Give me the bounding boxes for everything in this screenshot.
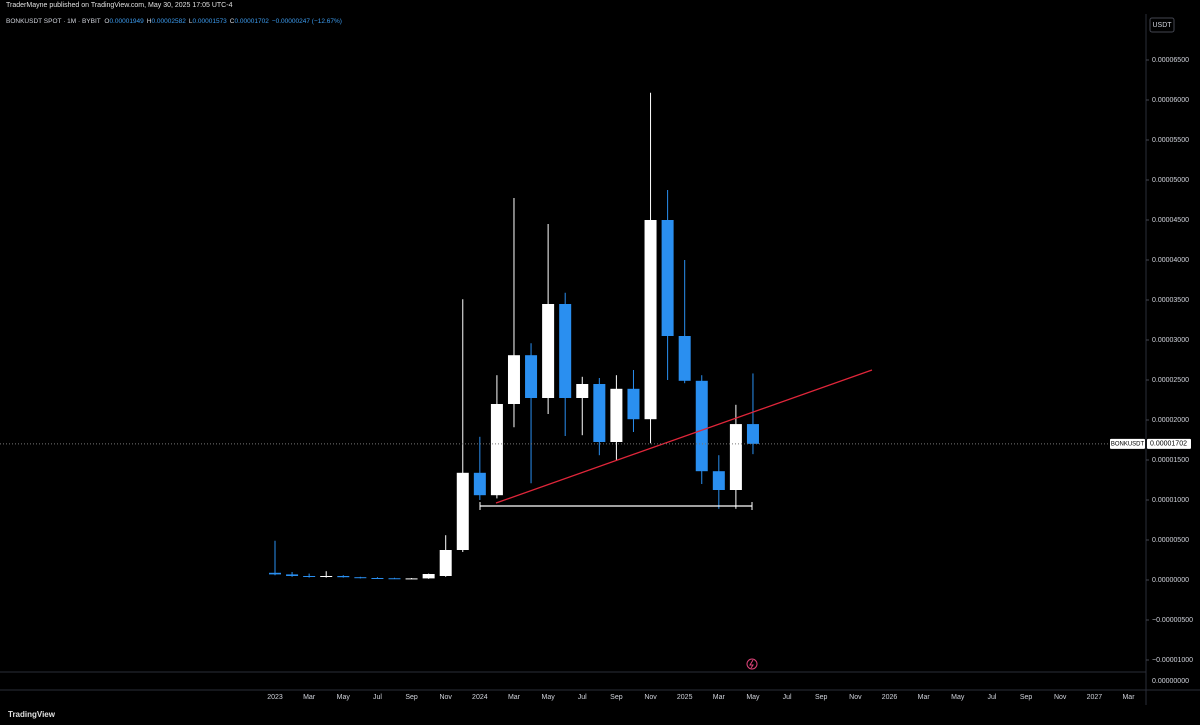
currency: USDT [1152,22,1172,29]
candle-body [269,572,281,575]
x-tick-label: Sep [405,694,418,701]
candle-body [627,388,640,420]
x-tick-label: 2027 [1087,694,1103,701]
candle-body [644,220,657,420]
ohlc: O0.00001949 H0.00002582 L0.00001573 C0.0000… [104,18,271,25]
ohlc-value: 0.00001573 [192,18,227,25]
x-tick-label: Nov [1054,694,1067,701]
y-tick-label: 0.00002000 [1152,417,1189,424]
y-tick-label: 0.00005500 [1152,137,1189,144]
x-tick-label: May [746,694,760,701]
footer-logo: TradingView [8,710,55,719]
candle-body [678,336,691,381]
candle-body [456,472,469,550]
ohlc-key: O [104,18,110,25]
ohlc-key: C [229,18,235,25]
candle-body [576,384,589,398]
volume-axis-label: 0.00000000 [1152,678,1189,685]
x-tick-label: Mar [1122,694,1135,701]
y-tick-label: 0.00004500 [1152,217,1189,224]
ohlc-value: 0.00001702 [234,18,269,25]
x-tick-label: Nov [439,694,452,701]
x-tick-label: Jul [578,694,587,701]
y-tick-label: 0.00001500 [1152,457,1189,464]
ohlc-key: H [146,18,152,25]
y-tick-label: 0.00003000 [1152,337,1189,344]
candle-body [405,578,418,580]
candle-body [661,220,674,336]
candle-body [286,574,299,576]
x-tick-label: Nov [644,694,657,701]
event-icon[interactable] [746,658,758,670]
x-tick-label: Mar [303,694,316,701]
x-tick-label: 2024 [472,694,488,701]
x-tick-label: Mar [713,694,726,701]
x-tick-label: Jul [987,694,996,701]
y-tick-label: 0.00000000 [1152,577,1189,584]
y-tick-label: 0.00003500 [1152,297,1189,304]
y-tick-label: 0.00006000 [1152,97,1189,104]
x-tick-label: Mar [918,694,931,701]
candle-body [303,576,316,577]
candle-body [729,424,742,490]
candle-body [746,424,759,444]
candle-body [337,576,350,578]
candle-body [320,576,333,577]
candle-body [507,355,520,404]
candle-body [354,577,367,579]
candle-body [525,355,538,398]
last-price-label: 0.00001702 [1150,441,1187,448]
ohlc-value: 0.00001949 [109,18,144,25]
x-tick-label: May [337,694,351,701]
candle-body [593,384,606,442]
candle-body [610,388,623,442]
last-price-box [1147,438,1191,449]
change: −0.00000247 (−12.67%) [271,18,342,25]
ohlc-key: L [188,18,193,25]
symbol: BONKUSDT SPOT · 1M · BYBIT [6,18,101,25]
candle-body [439,550,452,576]
y-tick-label: 0.00005000 [1152,177,1189,184]
ohlc-value: 0.00002582 [151,18,186,25]
x-tick-label: Jul [783,694,792,701]
candle-body [388,578,401,580]
y-tick-label: 0.00006500 [1152,57,1189,64]
x-tick-label: Mar [508,694,521,701]
legend: BONKUSDT SPOT · 1M · BYBIT O0.00001949 H0… [6,18,345,25]
trend-line [495,369,873,504]
symbol-box [1110,438,1145,449]
published-note: TraderMayne published on TradingView.com… [6,2,233,9]
x-tick-label: May [542,694,556,701]
y-tick-label: −0.00001000 [1152,657,1193,664]
candle-body [473,472,486,496]
candle-body [422,574,435,579]
candle-body [695,380,708,472]
x-tick-label: Nov [849,694,862,701]
candle-body [490,404,503,496]
symbol-label: BONKUSDT [1111,441,1145,447]
x-tick-label: 2023 [267,694,283,701]
y-tick-label: −0.00000500 [1152,617,1193,624]
candle-body [712,471,725,490]
x-tick-label: Sep [610,694,623,701]
x-tick-label: Jul [373,694,382,701]
x-tick-label: Sep [815,694,828,701]
y-tick-label: 0.00001000 [1152,497,1189,504]
y-tick-label: 0.00000500 [1152,537,1189,544]
x-tick-label: Sep [1020,694,1033,701]
x-tick-label: May [951,694,965,701]
candle-body [542,304,555,398]
currency-box [1149,17,1175,33]
x-tick-label: 2026 [882,694,898,701]
candle-body [559,304,572,398]
candle-body [371,578,384,579]
event-icon-bolt [749,659,754,669]
y-tick-label: 0.00002500 [1152,377,1189,384]
x-tick-label: 2025 [677,694,693,701]
y-tick-label: 0.00004000 [1152,257,1189,264]
